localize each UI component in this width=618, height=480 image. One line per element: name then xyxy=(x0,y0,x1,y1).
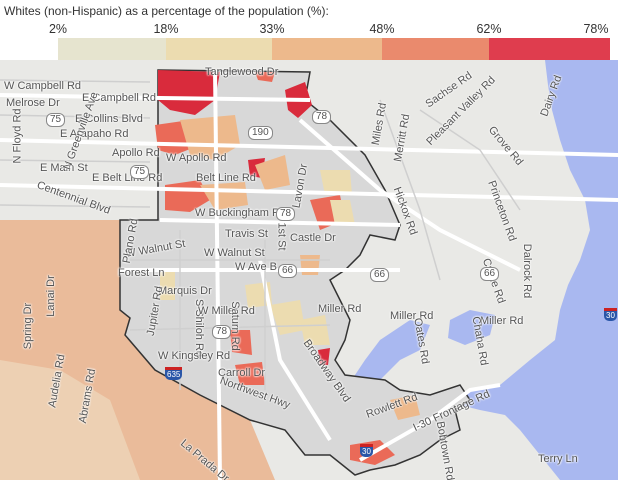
road-label: E Belt Line Rd xyxy=(92,172,163,184)
legend-panel: Whites (non-Hispanic) as a percentage of… xyxy=(0,0,618,60)
highway-shield: 78 xyxy=(276,207,296,221)
road-label: Belt Line Rd xyxy=(196,172,256,184)
road-label: Melrose Dr xyxy=(6,97,60,109)
road-label: Castle Dr xyxy=(290,232,336,244)
tract-low-33pct xyxy=(300,315,330,345)
road-label: W Walnut St xyxy=(204,247,265,259)
tract-mid-48pct xyxy=(255,155,290,190)
road-label: E Arapaho Rd xyxy=(60,128,129,140)
road-label: W Ave B xyxy=(235,261,277,273)
highway-shield: 78 xyxy=(312,110,332,124)
legend-tick-label: 48% xyxy=(369,22,395,36)
tract-mid-48pct xyxy=(390,395,420,420)
lake-inlet xyxy=(345,320,430,395)
road-label: Miller Rd xyxy=(318,303,362,315)
highway-shield: 66 xyxy=(480,267,500,281)
road-label: W Campbell Rd xyxy=(4,80,82,92)
road-label: Dalrock Rd xyxy=(521,243,534,299)
road-label: Miller Rd xyxy=(480,315,524,327)
tract-low-33pct xyxy=(320,170,352,195)
legend-title: Whites (non-Hispanic) as a percentage of… xyxy=(4,4,329,18)
road-label: Apollo Rd xyxy=(112,147,160,159)
road-label: Lanai Dr xyxy=(44,275,57,317)
tract-high-78pct xyxy=(158,70,220,115)
road-label: Spring Dr xyxy=(22,302,35,350)
highway-shield: 66 xyxy=(278,264,298,278)
tract-high-78pct xyxy=(318,348,330,365)
road-label: Marquis Dr xyxy=(158,285,212,297)
road-label: Forest Ln xyxy=(118,267,165,279)
road-label: E Campbell Rd xyxy=(82,92,156,104)
interstate-shield: 30 xyxy=(604,308,617,321)
road-label: W Buckingham Rd xyxy=(195,207,287,219)
map-canvas[interactable] xyxy=(0,60,618,480)
legend-color-bin xyxy=(58,38,166,60)
road-label: Carroll Dr xyxy=(218,367,266,379)
road-label: Miller Rd xyxy=(390,310,434,322)
tract-low-33pct xyxy=(160,270,175,300)
legend-tick-label: 78% xyxy=(583,22,609,36)
road-label: Terry Ln xyxy=(538,453,578,465)
tract-mid-62pct xyxy=(230,330,252,355)
major-roads xyxy=(0,69,618,480)
road-label: Tanglewood Dr xyxy=(205,66,279,78)
legend-color-bar xyxy=(58,38,610,60)
lake-inlet-south xyxy=(448,310,495,345)
legend-color-bin xyxy=(382,38,489,60)
legend-tick-label: 62% xyxy=(476,22,502,36)
legend-tick-label: 18% xyxy=(153,22,179,36)
highway-shield: 78 xyxy=(212,325,232,339)
tract-mid-62pct xyxy=(235,362,265,385)
road-label: W Kingsley Rd xyxy=(158,350,231,362)
legend-color-bin xyxy=(166,38,272,60)
road-label: W Apollo Rd xyxy=(166,152,227,164)
legend-color-bin xyxy=(272,38,382,60)
road-label: E Collins Blvd xyxy=(75,113,143,125)
legend-color-bin xyxy=(489,38,610,60)
road-label: N Floyd Rd xyxy=(11,108,24,164)
legend-tick-label: 33% xyxy=(259,22,285,36)
highway-shield: 75 xyxy=(130,165,150,179)
lake-ray-hubbard xyxy=(460,60,618,480)
road-label: E Main St xyxy=(40,162,88,174)
tract-low-33pct xyxy=(330,200,355,225)
tract-mid-62pct xyxy=(255,72,275,82)
legend-tick-label: 2% xyxy=(48,22,68,36)
highway-shield: 66 xyxy=(370,268,390,282)
dallas-tract-light xyxy=(0,360,140,480)
interstate-shield: 635 xyxy=(165,367,183,380)
highway-shield: 190 xyxy=(248,126,273,140)
interstate-shield: 30 xyxy=(360,444,373,457)
map-area[interactable]: W Campbell Rd Melrose Dr E Campbell Rd E… xyxy=(0,60,618,480)
road-label: Saturn Rd xyxy=(228,301,241,351)
highway-shield: 75 xyxy=(46,113,66,127)
road-label: Travis St xyxy=(225,228,268,240)
road-label: W Miller Rd xyxy=(198,305,255,317)
tract-mid-48pct xyxy=(180,115,240,160)
